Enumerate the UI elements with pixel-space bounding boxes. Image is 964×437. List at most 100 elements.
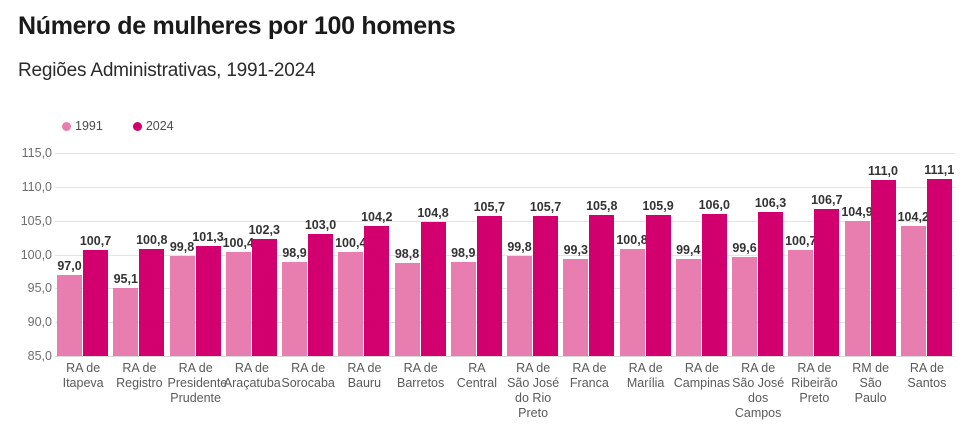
x-axis-category-line: RA de <box>684 361 719 375</box>
bar-value-label: 98,8 <box>394 246 420 261</box>
y-axis-tick-label: 105,0 <box>20 213 52 228</box>
gridline <box>55 322 955 324</box>
bar-value-label: 105,8 <box>586 199 618 214</box>
bar-1991[interactable]: 100,7 <box>785 234 816 356</box>
x-axis-category-line: Presidente <box>167 376 228 390</box>
x-axis-category-line: RA de <box>572 361 607 375</box>
bar-group: 99,8 101,3 <box>168 153 224 356</box>
bar-1991[interactable]: 99,8 <box>507 240 532 356</box>
bar-group: 95,1 100,8 <box>111 153 167 356</box>
bar-2024[interactable]: 105,9 <box>642 199 674 356</box>
x-axis-category-label: RA de Araçatuba <box>224 361 281 391</box>
bar-value-label: 106,0 <box>698 197 730 212</box>
bar-value-label: 98,9 <box>282 245 307 260</box>
x-axis-category-label: RA de Itapeva <box>55 361 111 391</box>
bar-2024[interactable]: 111,0 <box>868 164 898 356</box>
bar-1991[interactable]: 98,9 <box>450 246 476 356</box>
x-axis-category-label: RA de Registro <box>111 361 167 391</box>
bar-1991[interactable]: 104,9 <box>841 205 873 356</box>
bar-group: 98,9 103,0 <box>280 153 336 356</box>
bar-2024[interactable]: 105,8 <box>586 199 617 356</box>
bar-1991[interactable]: 104,2 <box>898 210 929 356</box>
bar-value-label: 111,0 <box>868 164 898 179</box>
bar-group: 97,0 100,7 <box>55 153 111 356</box>
bar-2024[interactable]: 106,7 <box>811 193 842 356</box>
legend-item-1991[interactable]: 1991 <box>62 119 103 133</box>
bar-2024[interactable]: 104,8 <box>417 206 449 356</box>
bar-2024[interactable]: 101,3 <box>192 230 224 356</box>
x-axis-category-line: Santos <box>907 376 947 390</box>
bar-2024[interactable]: 103,0 <box>305 218 336 356</box>
chart-legend: 1991 2024 <box>62 119 174 133</box>
gridline <box>55 153 955 154</box>
x-axis-category-line: RA de <box>741 361 776 375</box>
x-axis-category-line: RA de <box>66 361 101 375</box>
bar-2024[interactable]: 104,2 <box>361 210 392 356</box>
bar-1991[interactable]: 100,8 <box>616 233 648 356</box>
bar-1991[interactable]: 99,4 <box>675 243 701 356</box>
bar-value-label: 97,0 <box>57 258 82 273</box>
x-axis-category-label: RA de São José dos Campos <box>730 361 786 421</box>
x-axis-category-line: Campinas <box>673 376 731 390</box>
bar-2024[interactable]: 105,7 <box>530 200 561 356</box>
circle-marker-icon <box>62 121 71 131</box>
x-axis-category-label: RA de Sorocaba <box>280 361 336 391</box>
bar-1991[interactable]: 98,8 <box>394 247 420 356</box>
bar-1991[interactable]: 98,9 <box>282 246 307 356</box>
bar-1991[interactable]: 99,8 <box>169 240 195 356</box>
x-axis-category-label: RA de São José do Rio Preto <box>505 361 561 421</box>
x-axis-category-line: RA de <box>909 361 944 375</box>
x-axis-category-label: RM de São Paulo <box>843 361 899 406</box>
x-axis-category-line: Ribeirão <box>791 376 838 390</box>
bar-value-label: 111,1 <box>924 163 955 178</box>
bar-2024[interactable]: 100,8 <box>136 233 167 356</box>
x-axis-category-line: Franca <box>569 376 609 390</box>
gridline <box>55 288 955 290</box>
bar-value-label: 100,8 <box>136 233 168 248</box>
bar-group: 99,3 105,8 <box>561 153 617 356</box>
x-axis-category-label: RA de Barretos <box>393 361 449 391</box>
bar-2024[interactable]: 105,7 <box>474 200 505 356</box>
bar-1991[interactable]: 95,1 <box>113 272 139 356</box>
x-axis-category-line: Preto <box>799 391 830 405</box>
x-axis-category-label: RA de Franca <box>561 361 617 391</box>
y-axis-tick-label: 115,0 <box>21 146 52 160</box>
bar-value-label: 99,3 <box>563 243 588 258</box>
bar-1991[interactable]: 100,4 <box>335 236 366 356</box>
bar-value-label: 105,7 <box>473 199 505 214</box>
bar-1991[interactable]: 99,6 <box>732 241 757 356</box>
bar-value-label: 100,7 <box>785 233 817 248</box>
gridline <box>55 356 955 357</box>
gridline <box>55 220 955 222</box>
bar-value-label: 100,8 <box>616 233 648 248</box>
bar-1991[interactable]: 99,3 <box>563 243 589 356</box>
x-axis-category-line: Marília <box>626 376 665 390</box>
bar-1991[interactable]: 100,4 <box>223 236 254 356</box>
bar-2024[interactable]: 106,3 <box>755 196 786 356</box>
bar-group: 104,2 111,1 <box>898 153 955 356</box>
x-axis-category-line: RA de <box>122 361 157 375</box>
x-axis-category-line: RA de <box>234 361 269 375</box>
bar-value-label: 102,3 <box>248 222 280 237</box>
legend-label-2024: 2024 <box>145 119 174 133</box>
x-axis-category-line: RA de <box>797 361 832 375</box>
bar-1991[interactable]: 97,0 <box>57 259 82 356</box>
bar-2024[interactable]: 100,7 <box>80 234 111 356</box>
circle-marker-icon <box>132 121 142 131</box>
gridline <box>55 254 955 256</box>
x-axis-category-line: São José <box>507 376 560 390</box>
bar-2024[interactable]: 102,3 <box>249 223 280 356</box>
bar-group: 99,8 105,7 <box>505 153 561 356</box>
x-axis-category-line: Registro <box>116 376 163 390</box>
x-axis-category-line: Bauru <box>347 376 382 390</box>
bar-2024[interactable]: 106,0 <box>699 198 730 356</box>
bar-group: 100,4 104,2 <box>335 153 392 356</box>
legend-item-2024[interactable]: 2024 <box>132 119 174 133</box>
bar-2024[interactable]: 111,1 <box>924 163 954 356</box>
bar-value-label: 99,6 <box>732 241 757 256</box>
bar-group: 98,9 105,7 <box>449 153 505 356</box>
x-axis-category-line: RA de <box>178 361 213 375</box>
x-axis-category-label: RA de Marília <box>618 361 674 391</box>
